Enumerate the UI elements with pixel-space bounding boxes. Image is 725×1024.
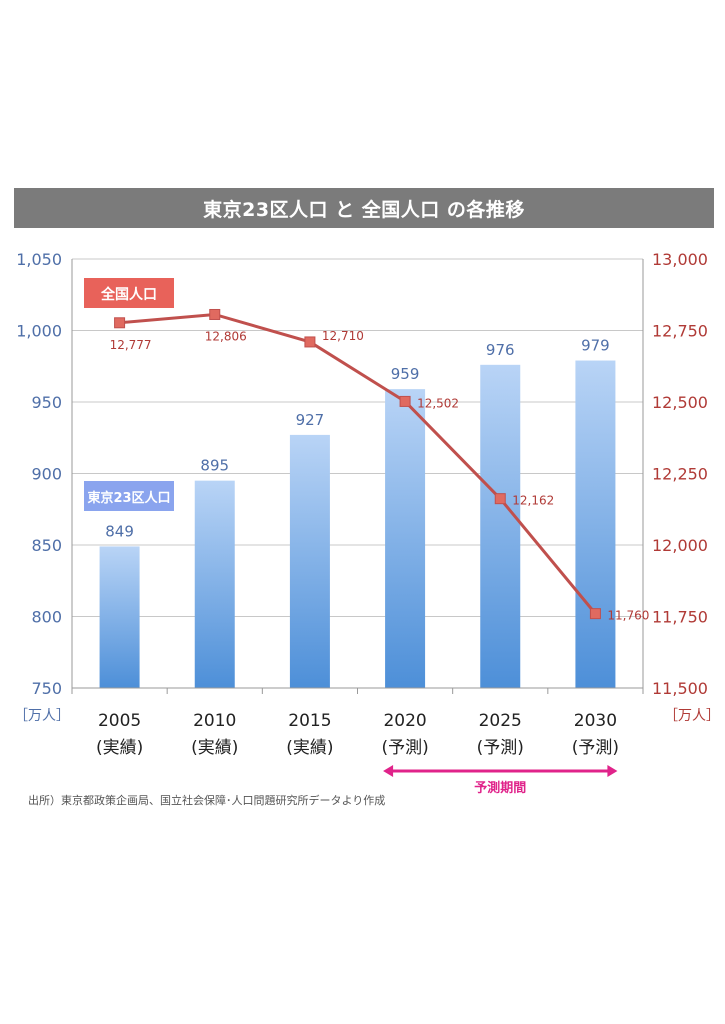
line-point	[114, 317, 126, 329]
line-value-label: 11,760	[607, 609, 649, 623]
right-tick-label: 12,000	[652, 536, 708, 555]
right-tick-label: 12,250	[652, 465, 708, 484]
national-label-box	[84, 278, 174, 308]
left-unit-label: ［万人］	[14, 708, 70, 724]
national-line	[114, 308, 601, 620]
left-tick-label: 1,050	[16, 250, 62, 269]
right-tick-label: 13,000	[652, 250, 708, 269]
line-value-label: 12,806	[205, 329, 247, 343]
axes: 750 800 850 900 950 1,000 1,050 11,500 11,750 12,…	[14, 250, 720, 724]
left-tick-label: 800	[31, 608, 62, 627]
line-point	[494, 493, 506, 505]
right-unit-label: ［万人］	[664, 708, 720, 724]
x-category-year: 2015	[288, 711, 331, 731]
national-label: 全国人口	[100, 286, 157, 303]
x-category-year: 2030	[574, 711, 617, 731]
left-tick-label: 900	[31, 465, 62, 484]
x-category-year: 2005	[98, 711, 141, 731]
source-note: 出所）東京都政策企画局、国立社会保障･人口問題研究所データより作成	[28, 794, 386, 807]
forecast-arrow-head-left	[383, 765, 394, 777]
bar-value-label: 976	[486, 341, 515, 359]
forecast-label: 予測期間	[474, 780, 526, 796]
x-category-note: (予測)	[381, 738, 428, 758]
x-category-note: (予測)	[477, 738, 524, 758]
bar-value-label: 959	[391, 365, 420, 383]
bar-tokyo	[194, 480, 235, 688]
bar-value-label: 927	[296, 411, 325, 429]
x-category-year: 2010	[193, 711, 236, 731]
tokyo-label-box	[84, 481, 174, 511]
tokyo-label: 東京23区人口	[87, 490, 170, 506]
left-tick-label: 1,000	[16, 322, 62, 341]
bar-tokyo	[575, 360, 616, 688]
x-category-note: (予測)	[572, 738, 619, 758]
bar-tokyo	[385, 389, 426, 688]
bar-value-label: 895	[200, 457, 229, 475]
left-tick-label: 750	[31, 679, 62, 698]
x-category-year: 2025	[479, 711, 522, 731]
right-tick-label: 11,500	[652, 679, 708, 698]
right-tick-label: 12,750	[652, 322, 708, 341]
x-category-note: (実績)	[286, 738, 333, 758]
bar-value-label: 849	[105, 522, 134, 540]
bar-value-label: 979	[581, 337, 610, 355]
left-tick-label: 850	[31, 536, 62, 555]
x-category-note: (実績)	[96, 738, 143, 758]
gridlines	[72, 258, 643, 617]
bars	[99, 360, 616, 688]
bar-tokyo	[480, 364, 521, 688]
line-value-label: 12,162	[512, 494, 554, 508]
line-point	[589, 608, 601, 620]
right-tick-label: 12,500	[652, 393, 708, 412]
line-point	[209, 308, 221, 320]
line-point	[399, 395, 411, 407]
chart-title: 東京23区人口 と 全国人口 の各推移	[14, 188, 714, 228]
line-value-label: 12,777	[110, 338, 152, 352]
x-category-year: 2020	[383, 711, 426, 731]
line-value-label: 12,710	[322, 329, 364, 343]
labels: 849 895 927 959 976 979 12,777 12,806 12,710 12,5…	[84, 278, 649, 796]
x-category-note: (実績)	[191, 738, 238, 758]
left-tick-label: 950	[31, 393, 62, 412]
line-value-label: 12,502	[417, 396, 459, 410]
line-point	[304, 336, 316, 348]
line-national	[119, 312, 597, 615]
bar-tokyo	[99, 546, 140, 688]
forecast-arrow-head-right	[607, 765, 618, 777]
right-tick-label: 11,750	[652, 608, 708, 627]
bar-tokyo	[289, 434, 330, 688]
